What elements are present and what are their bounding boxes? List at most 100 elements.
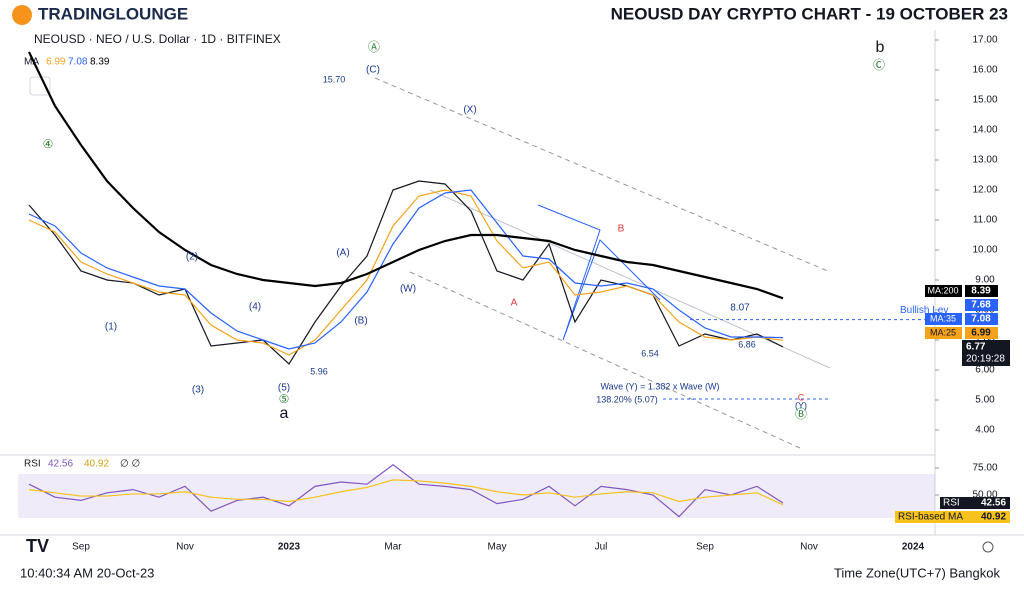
series-line: [28, 189, 784, 356]
wave-label: Wave (Y) = 1.382 x Wave (W): [600, 381, 719, 391]
wave-label: B: [618, 224, 625, 235]
rsi-legend-extra: ∅ ∅: [120, 459, 140, 470]
last-price-bg: [962, 340, 1010, 366]
wave-label: 15.70: [323, 74, 346, 84]
x-tick-label: Sep: [696, 542, 714, 553]
settings-icon[interactable]: [982, 541, 994, 553]
x-tick-label: Mar: [384, 542, 402, 553]
wave-label: (1): [105, 322, 117, 333]
wave-label: (Y): [795, 400, 807, 410]
y-tick-label: 9.00: [975, 275, 995, 286]
tv-logo: TV: [26, 536, 49, 556]
tag-bg: [965, 313, 998, 325]
wave-label: (2): [186, 252, 198, 263]
wave-label: Ⓒ: [873, 58, 885, 72]
rsi-tag-bg: [940, 497, 1010, 509]
wave-label: 6.54: [641, 348, 659, 358]
tag-value: 7.08: [971, 314, 991, 325]
y-tick-label: 4.00: [975, 425, 995, 436]
x-tick-label: 2023: [278, 542, 301, 553]
rsi-tag-value: 42.56: [981, 498, 1006, 509]
series-line: [28, 180, 784, 365]
y-tick-label: 17.00: [972, 35, 997, 46]
y-tick-label: 14.00: [972, 125, 997, 136]
wave-label: ④: [43, 137, 54, 151]
x-tick-label: Nov: [176, 542, 194, 553]
rsi-legend-value: 42.56: [48, 459, 73, 470]
x-tick-label: Jul: [595, 542, 608, 553]
wave-label: 5.96: [310, 366, 328, 376]
brand: TRADINGLOUNGE: [38, 4, 188, 23]
tag-bg: [965, 285, 998, 297]
page-title: NEOUSD DAY CRYPTO CHART - 19 OCTOBER 23: [611, 4, 1008, 23]
y-tick-label: 12.00: [972, 185, 997, 196]
y-tick-label: 11.00: [973, 215, 998, 226]
tag-bg: [965, 299, 998, 311]
wave-label: A: [511, 298, 518, 309]
wave-label: Ⓐ: [368, 40, 380, 54]
tag-value: 6.99: [971, 328, 991, 339]
y-tick-label: 13.00: [972, 155, 997, 166]
rsima-tag-name: RSI-based MA: [898, 512, 963, 523]
tag-name: MA:200: [927, 285, 958, 295]
wave-label: (A): [336, 248, 349, 259]
rsi-tag-name: RSI: [943, 498, 960, 509]
level-name: Bullish Lev: [900, 305, 948, 316]
y-tick-label: 6.00: [975, 365, 995, 376]
y-tick-label: 16.00: [972, 65, 997, 76]
rsima-tag-value: 40.92: [981, 512, 1006, 523]
y-tick-label: 10.00: [972, 245, 997, 256]
wave-label: b: [876, 39, 885, 56]
ma-legend-value: 6.99: [46, 57, 66, 68]
x-tick-label: Sep: [72, 542, 90, 553]
series-line: [28, 51, 784, 300]
x-tick-label: Nov: [800, 542, 818, 553]
wave-label: 6.86: [738, 339, 756, 349]
collapse-button[interactable]: [29, 76, 51, 96]
y-tick-label: 5.00: [975, 395, 995, 406]
wave-label: 8.07: [730, 303, 750, 314]
rsi-band: [18, 474, 935, 518]
tag-bg: [965, 327, 998, 339]
tag-name: MA:25: [930, 327, 956, 337]
y-tick-label: 75.00: [972, 463, 997, 474]
ma-legend: MA: [24, 57, 39, 68]
series-line: [28, 463, 784, 518]
last-price: 6.77: [966, 342, 986, 353]
tag-name-bg: [925, 327, 962, 339]
tag-value: 7.68: [971, 300, 991, 311]
x-tick-label: 2024: [902, 542, 925, 553]
wave-label: a: [280, 405, 289, 422]
y-tick-label: 50.00: [972, 490, 997, 501]
wave-label: C: [798, 392, 805, 402]
wave-label: 138.20% (5.07): [596, 394, 658, 404]
rsima-tag-bg: [895, 511, 1010, 523]
countdown: 20:19:28: [966, 354, 1005, 365]
rsi-legend: RSI: [24, 459, 41, 470]
x-tick-label: May: [488, 542, 507, 553]
wave-label: (3): [192, 385, 204, 396]
footer-timezone: Time Zone(UTC+7) Bangkok: [834, 565, 1001, 580]
wave-label: (C): [366, 65, 380, 76]
series-line: [28, 479, 784, 506]
wave-label: Ⓑ: [795, 407, 807, 421]
wave-label: (W): [400, 284, 416, 295]
logo-icon: [12, 5, 32, 25]
tag-value: 8.39: [971, 286, 991, 297]
ma-legend-value: 8.39: [90, 57, 110, 68]
ma-legend-value: 7.08: [68, 57, 88, 68]
wave-label: (5): [278, 383, 290, 394]
wave-label: (B): [354, 316, 367, 327]
wave-label: (X): [463, 105, 476, 116]
tag-name-bg: [925, 285, 962, 297]
rsi-legend-value: 40.92: [84, 459, 109, 470]
chart-title: NEOUSD · NEO / U.S. Dollar · 1D · BITFIN…: [34, 32, 281, 46]
wave-label: (4): [249, 302, 261, 313]
tag-name-bg: [925, 313, 962, 325]
tag-name: MA:35: [930, 313, 956, 323]
y-tick-label: 15.00: [972, 95, 997, 106]
series-line: [28, 189, 784, 350]
footer-time: 10:40:34 AM 20-Oct-23: [20, 565, 154, 580]
